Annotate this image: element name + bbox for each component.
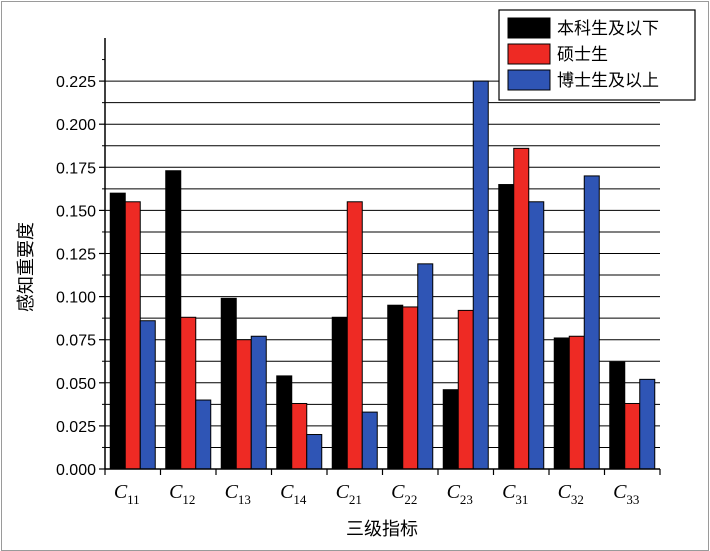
bar: [528, 201, 545, 470]
bar: [250, 335, 267, 470]
y-axis-title: 感知重要度: [16, 222, 37, 312]
bar: [472, 80, 489, 470]
bar: [346, 201, 363, 470]
x-tick-label: C31: [502, 481, 528, 507]
y-tick-label: 0.225: [56, 74, 96, 91]
x-tick-labels: C11 C12 C13 C14 C21 C22 C23 C31 C32 C33: [114, 481, 640, 507]
legend-swatch: [507, 69, 551, 91]
bar: [609, 361, 626, 470]
legend-swatch: [507, 17, 551, 39]
y-tick-label: 0.050: [56, 376, 96, 393]
bar: [624, 402, 641, 470]
bar: [457, 309, 474, 470]
bar: [361, 411, 378, 470]
legend-label: 博士生及以上: [557, 71, 659, 91]
legend-label: 本科生及以下: [557, 19, 659, 39]
bar: [109, 192, 126, 470]
bar: [553, 337, 570, 470]
x-tick-label: C11: [114, 481, 140, 507]
bar: [513, 147, 530, 470]
bar: [417, 263, 434, 470]
y-tick-label: 0.075: [56, 333, 96, 350]
y-tick-label: 0.025: [56, 419, 96, 436]
bar: [180, 316, 197, 470]
x-tick-label: C33: [613, 481, 639, 507]
x-tick-label: C14: [280, 481, 307, 507]
bar: [331, 316, 348, 470]
bar: [583, 175, 600, 470]
bar: [235, 339, 252, 470]
x-tick-label: C13: [225, 481, 251, 507]
axes: [99, 38, 661, 475]
legend-swatch: [507, 43, 551, 65]
bar: [568, 335, 585, 470]
bar: [165, 170, 182, 470]
y-tick-label: 0.200: [56, 117, 96, 134]
bar: [291, 402, 308, 470]
bar: [387, 304, 404, 470]
bar: [498, 184, 515, 470]
bar: [139, 320, 156, 470]
x-tick-label: C21: [336, 481, 362, 507]
y-tick-label: 0.000: [56, 462, 96, 479]
y-tick-labels: 0.000 0.025 0.050 0.075 0.100 0.125 0.150 0.175…: [56, 74, 96, 479]
y-tick-label: 0.125: [56, 247, 96, 264]
y-tick-label: 0.100: [56, 290, 96, 307]
legend-label: 硕士生: [557, 45, 608, 65]
bar: [124, 201, 141, 470]
y-tick-label: 0.150: [56, 203, 96, 220]
x-tick-label: C23: [447, 481, 473, 507]
bar: [195, 399, 212, 470]
bar: [639, 378, 656, 470]
bar: [402, 306, 419, 470]
x-tick-label: C12: [169, 481, 195, 507]
x-tick-label: C32: [558, 481, 584, 507]
y-tick-label: 0.175: [56, 160, 96, 177]
bar: [276, 375, 293, 470]
bar: [306, 434, 323, 470]
bar: [442, 389, 459, 470]
bar: [220, 297, 237, 470]
bars: [109, 80, 656, 470]
x-tick-label: C22: [391, 481, 417, 507]
x-axis-title: 三级指标: [346, 519, 418, 540]
